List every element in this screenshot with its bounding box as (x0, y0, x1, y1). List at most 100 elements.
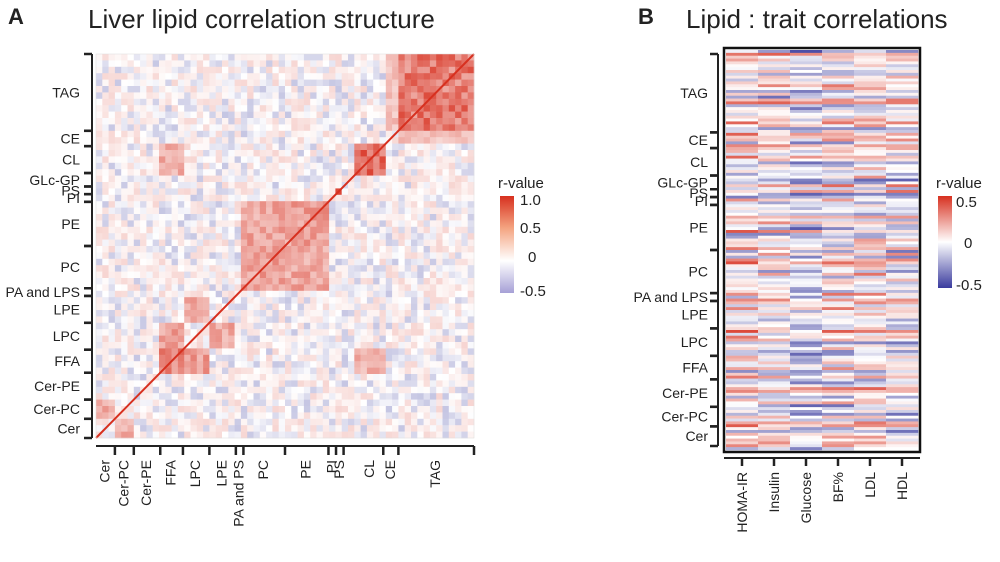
heatmap-a-cell (411, 348, 418, 356)
heatmap-a-cell (102, 214, 109, 221)
heatmap-a-cell (429, 399, 437, 407)
heatmap-a-cell (322, 118, 330, 125)
heatmap-a-cell (341, 290, 349, 298)
heatmap-a-cell (266, 361, 273, 368)
heatmap-a-cell (404, 406, 412, 413)
heatmap-b-cell (758, 435, 791, 439)
heatmap-a-cell (303, 105, 311, 112)
heatmap-a-cell (127, 322, 135, 330)
heatmap-a-cell (423, 290, 431, 298)
heatmap-a-cell (436, 162, 443, 170)
heatmap-a-cell (171, 92, 179, 100)
heatmap-a-cell (373, 79, 380, 87)
heatmap-a-cell (108, 303, 116, 311)
heatmap-a-cell (316, 124, 324, 132)
heatmap-a-cell (291, 431, 298, 439)
heatmap-b-cell (886, 224, 919, 228)
heatmap-a-cell (234, 271, 242, 279)
heatmap-a-cell (310, 226, 317, 234)
heatmap-a-cell (96, 239, 103, 247)
heatmap-b-cell (758, 281, 791, 285)
heatmap-a-cell (127, 367, 135, 375)
heatmap-a-cell (429, 322, 437, 330)
heatmap-a-cell (417, 137, 424, 144)
heatmap-a-cell (222, 201, 229, 208)
heatmap-a-cell (341, 79, 349, 87)
heatmap-a-cell (121, 316, 128, 324)
heatmap-b-cell (726, 415, 759, 419)
heatmap-a-cell (385, 361, 393, 368)
heatmap-a-cell (278, 393, 286, 400)
heatmap-b-cell (854, 335, 887, 339)
heatmap-a-cell (322, 66, 330, 74)
heatmap-a-cell (127, 111, 135, 119)
heatmap-b-cell (758, 424, 791, 428)
heatmap-b-cell (790, 67, 823, 71)
heatmap-a-cell (159, 418, 166, 426)
heatmap-a-cell (140, 246, 147, 253)
heatmap-b-cell (790, 361, 823, 365)
heatmap-a-cell (373, 329, 380, 336)
heatmap-a-cell (404, 316, 412, 324)
heatmap-a-cell (448, 297, 456, 304)
heatmap-a-cell (373, 399, 380, 407)
heatmap-b-cell (790, 427, 823, 431)
heatmap-a-cell (108, 98, 116, 106)
heatmap-a-cell (247, 111, 254, 119)
heatmap-b-cell (822, 392, 855, 397)
heatmap-b-cell (726, 81, 759, 85)
heatmap-a-cell (285, 105, 292, 112)
heatmap-a-cell (322, 316, 330, 324)
heatmap-a-cell (146, 316, 153, 324)
heatmap-a-cell (184, 284, 191, 292)
heatmap-b-cell (854, 404, 887, 408)
heatmap-a-cell (177, 73, 185, 80)
heatmap-b-cell (822, 338, 855, 342)
column-label-b: Glucose (798, 472, 814, 524)
heatmap-a-cell (184, 246, 191, 253)
heatmap-a-cell (247, 182, 254, 189)
heatmap-a-cell (96, 361, 103, 368)
heatmap-a-cell (417, 329, 424, 336)
heatmap-a-cell (247, 66, 254, 74)
heatmap-b-cell (790, 95, 823, 99)
heatmap-a-cell (121, 194, 128, 202)
heatmap-a-cell (215, 386, 223, 394)
heatmap-a-cell (184, 130, 191, 138)
heatmap-a-cell (165, 354, 172, 362)
heatmap-a-cell (159, 380, 166, 388)
panel-a-letter: A (8, 4, 24, 29)
heatmap-a-cell (467, 66, 475, 74)
heatmap-a-cell (278, 297, 286, 304)
heatmap-a-cell (303, 98, 311, 106)
heatmap-a-cell (467, 246, 475, 253)
heatmap-b-cell (790, 415, 823, 419)
heatmap-a-cell (127, 374, 135, 381)
heatmap-b-cell (758, 324, 791, 328)
heatmap-a-cell (329, 322, 336, 330)
heatmap-a-cell (177, 425, 185, 432)
heatmap-a-cell (455, 354, 462, 362)
heatmap-a-cell (385, 54, 393, 61)
heatmap-a-cell (291, 182, 298, 189)
heatmap-a-cell (196, 111, 204, 119)
heatmap-b-cell (758, 124, 791, 128)
heatmap-a-cell (329, 79, 336, 87)
heatmap-a-cell (152, 150, 160, 157)
heatmap-a-cell (253, 265, 261, 272)
heatmap-a-cell (398, 214, 405, 221)
heatmap-a-cell (341, 162, 349, 170)
heatmap-b-cell (726, 430, 759, 434)
heatmap-a-cell (177, 322, 185, 330)
heatmap-b-cell (886, 235, 919, 239)
heatmap-b-cell (854, 264, 887, 268)
heatmap-a-cell (297, 60, 305, 68)
heatmap-a-cell (467, 303, 475, 311)
heatmap-a-cell (404, 431, 412, 439)
heatmap-a-cell (392, 246, 399, 253)
heatmap-a-cell (423, 175, 431, 183)
heatmap-a-cell (360, 342, 368, 349)
heatmap-b-cell (758, 175, 791, 179)
heatmap-b-cell (758, 421, 791, 425)
heatmap-a-cell (291, 399, 298, 407)
